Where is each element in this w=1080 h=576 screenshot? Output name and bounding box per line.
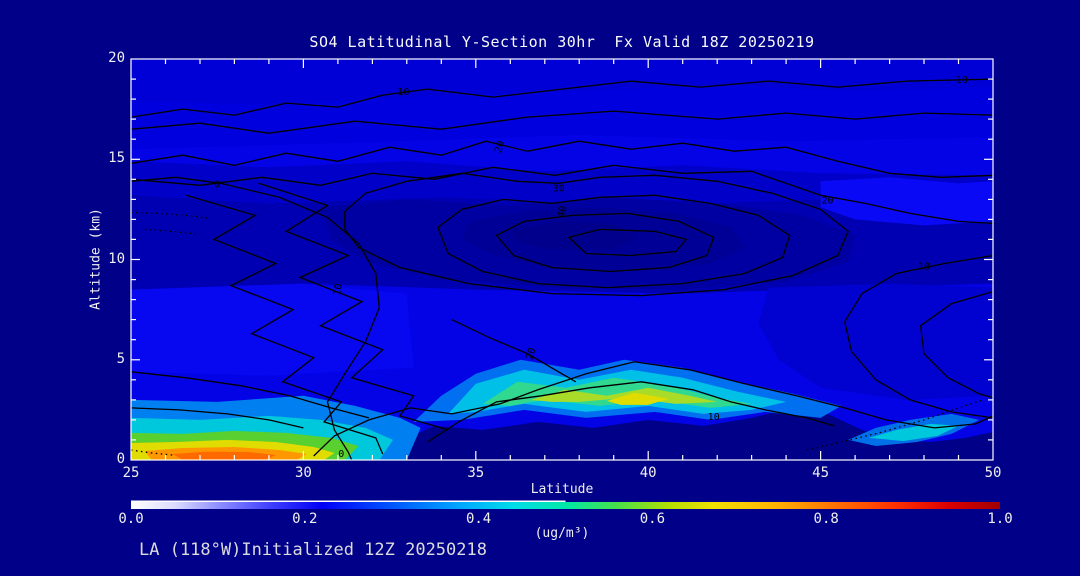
contour-lines [131, 78, 993, 460]
contour-line [495, 212, 715, 273]
y-axis-tick-label: 5 [116, 350, 125, 367]
contour-line [451, 319, 577, 383]
contour-label: 10 [397, 87, 409, 98]
colorbar-tick-label: 1.0 [987, 511, 1013, 527]
contour-line [919, 290, 993, 399]
contour-label: 0 [338, 449, 344, 460]
y-axis-tick-label: 15 [108, 150, 125, 167]
fill-region [131, 85, 993, 150]
contour-label: 20 [821, 195, 833, 206]
contour-line [258, 182, 449, 431]
contour-line [427, 381, 835, 443]
contour-line [131, 449, 173, 456]
contour-label: 20 [493, 140, 507, 155]
x-axis-tick-label: 35 [467, 465, 485, 481]
fill-region [131, 283, 414, 376]
x-axis-tick-label: 40 [639, 465, 657, 481]
fill-region [393, 407, 993, 460]
colorbar-highlight [131, 500, 566, 502]
contour-line [131, 407, 304, 429]
filled-contours [131, 59, 993, 460]
x-axis-title: Latitude [530, 482, 594, 497]
contour-label: 10 [708, 412, 720, 423]
colorbar [131, 502, 1000, 509]
colorbar-units-label: (ug/m³) [534, 526, 590, 541]
contour-line [131, 211, 211, 220]
contour-line [131, 78, 993, 118]
x-axis-tick-label: 45 [812, 465, 830, 481]
fill-region [820, 177, 993, 226]
axes [130, 58, 994, 461]
contour-line [131, 371, 370, 419]
y-axis-tick-label: 0 [116, 451, 125, 467]
x-axis-tick-label: 50 [984, 465, 1002, 481]
contour-line [344, 172, 849, 297]
contour-label: 30 [553, 183, 565, 194]
fill-region [172, 451, 276, 460]
x-axis-tick-label: 25 [122, 465, 140, 481]
colorbar-tick-label: 0.8 [813, 511, 839, 527]
x-axis-tick-label: 30 [294, 465, 312, 481]
contour-line [313, 361, 993, 457]
colorbar-tick-label: 0.6 [639, 511, 666, 527]
contour-line [131, 164, 993, 225]
contour-label: 0 [214, 179, 220, 190]
fill-region [131, 59, 993, 106]
contour-line [131, 110, 993, 134]
colorbar-tick-label: 0.0 [118, 511, 144, 527]
y-axis-tick-label: 10 [108, 250, 125, 267]
contour-label: 10 [956, 75, 968, 86]
colorbar-tick-label: 0.4 [465, 511, 492, 527]
fill-region [606, 392, 669, 405]
contour-line [186, 194, 384, 455]
contour-line [844, 254, 993, 419]
contour-line [437, 194, 791, 289]
contour-labels: 10 10 20 0 30 40 20 10 10 20 10 0 [214, 75, 968, 460]
fill-region [758, 283, 993, 400]
contour-line [131, 140, 993, 178]
colorbar-tick-label: 0.2 [292, 511, 318, 527]
init-label: LA (118°W)Initialized 12Z 20250218 [139, 540, 487, 560]
contour-label: 10 [332, 283, 345, 297]
contour-label: 40 [556, 205, 570, 219]
contour-label: 10 [918, 262, 930, 273]
y-axis-tick-label: 20 [108, 50, 125, 66]
figure-title: SO4 Latitudinal Y-Section 30hr Fx Valid … [309, 33, 815, 51]
contour-line [567, 228, 688, 257]
contour-line [144, 228, 201, 236]
contour-label: 20 [524, 346, 538, 361]
